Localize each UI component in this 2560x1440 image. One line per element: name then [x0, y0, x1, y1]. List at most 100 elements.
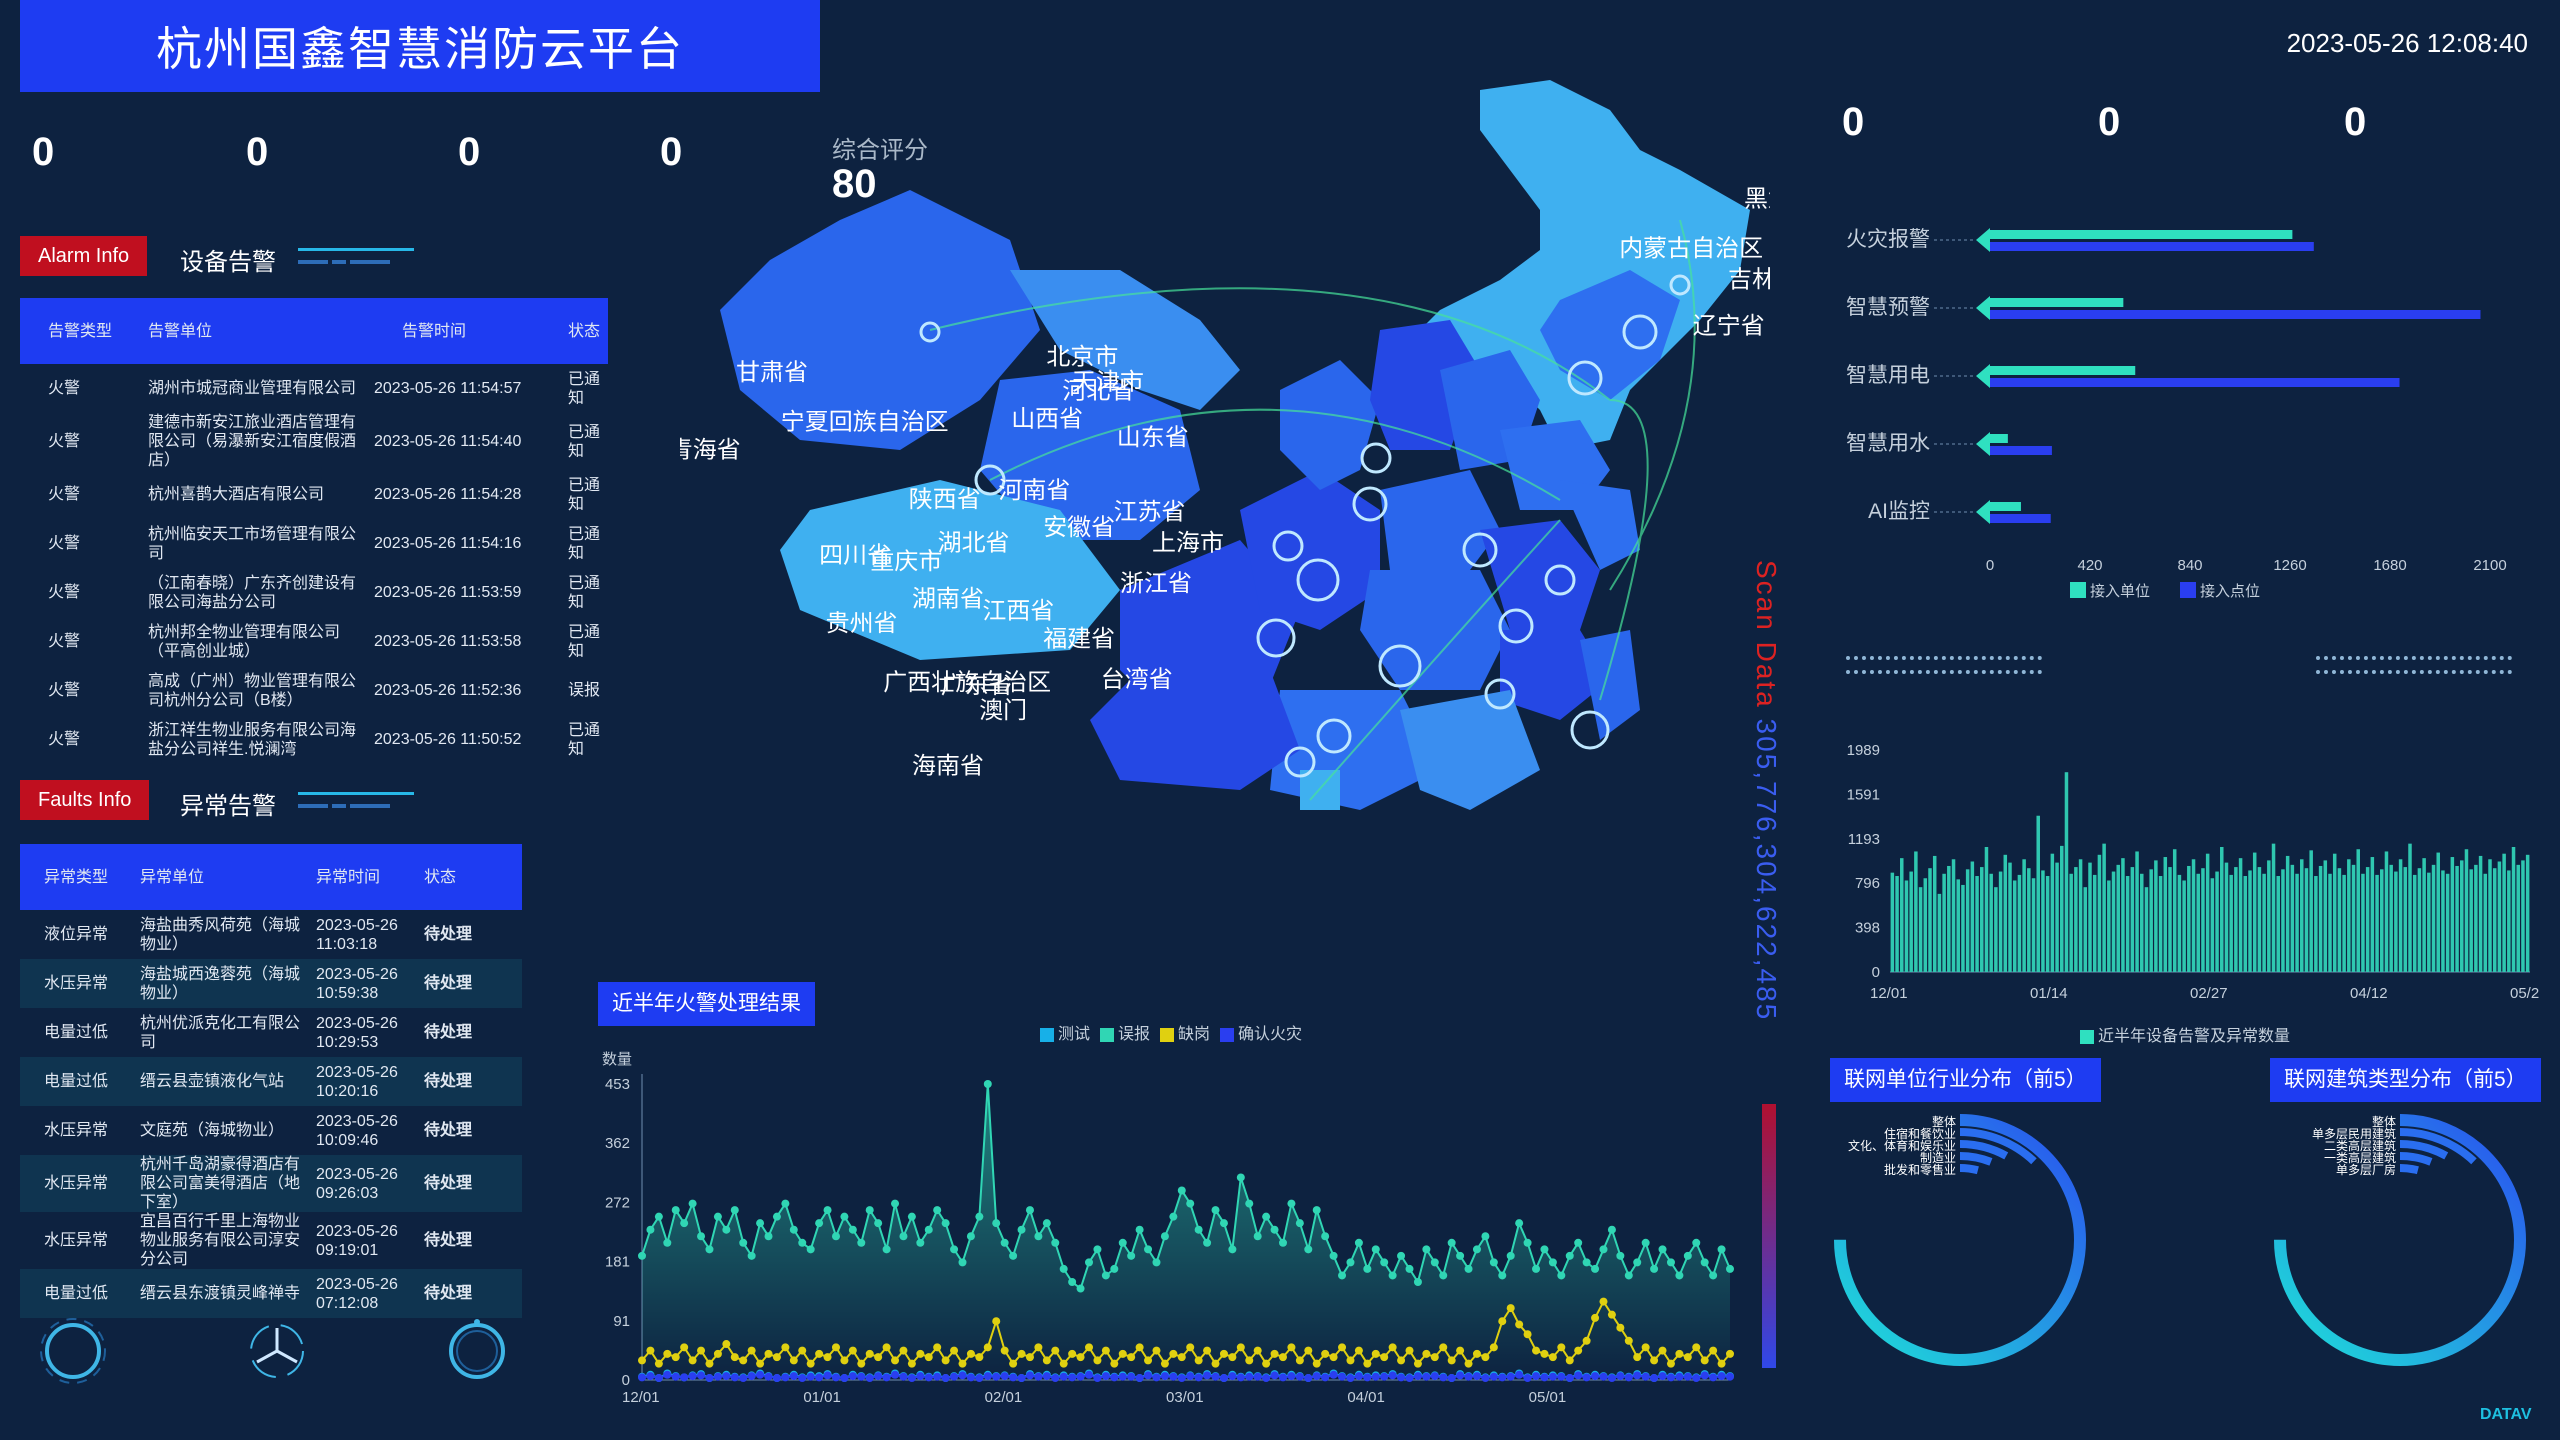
line-point	[1565, 1251, 1574, 1260]
fault-row[interactable]: 水压异常 杭州千岛湖豪得酒店有限公司富美得酒店（地下室） 2023-05-26 09…	[20, 1155, 522, 1212]
alarm-row[interactable]: 火警 杭州临安天工市场管理有限公司 2023-05-26 11:54:16 已通知	[20, 519, 608, 568]
line-point	[1675, 1372, 1684, 1381]
alarm-row[interactable]: 火警 建德市新安江旅业酒店管理有限公司（易瀑新安江宿度假酒店） 2023-05-26…	[20, 413, 608, 470]
fault-cell-unit: 缙云县壶镇液化气站	[132, 1057, 308, 1106]
line-point	[933, 1343, 942, 1352]
col-fault-type: 异常类型	[44, 868, 109, 886]
line-point	[1582, 1373, 1591, 1382]
line-point	[646, 1372, 655, 1381]
fault-row[interactable]: 电量过低 缙云县壶镇液化气站 2023-05-26 10:20:16 待处理	[20, 1057, 522, 1106]
ring-icon[interactable]	[442, 1316, 512, 1386]
province-label: 安徽省	[1043, 514, 1115, 541]
line-point	[663, 1370, 672, 1379]
fault-row[interactable]: 水压异常 海盐城西逸蓉苑（海城物业） 2023-05-26 10:59:38 待处理	[20, 959, 522, 1008]
fault-row[interactable]: 水压异常 宜昌百行千里上海物业物业服务有限公司淳安分公司 2023-05-26 09…	[20, 1212, 522, 1269]
line-point	[1481, 1232, 1490, 1241]
line-point	[1042, 1356, 1051, 1365]
line-point	[697, 1232, 706, 1241]
vbar-bar	[2092, 874, 2097, 972]
line-point	[764, 1372, 773, 1381]
line-point	[1203, 1238, 1212, 1247]
alarm-row[interactable]: 火警 杭州喜鹊大酒店有限公司 2023-05-26 11:54:28 已通知	[20, 470, 608, 519]
line-point	[680, 1343, 689, 1352]
line-point	[1287, 1199, 1296, 1208]
line-point	[1582, 1258, 1591, 1267]
alarm-row[interactable]: 火警 （江南春晓）广东齐创建设有限公司海盐分公司 2023-05-26 11:53:…	[20, 568, 608, 617]
line-point	[1726, 1264, 1734, 1273]
line-point	[1034, 1343, 1043, 1352]
alarm-row[interactable]: 火警 高成（广州）物业管理有限公司杭州分公司（B楼） 2023-05-26 11:5…	[20, 666, 608, 715]
line-point	[1059, 1372, 1068, 1381]
line-point	[1135, 1374, 1144, 1383]
line-point	[1439, 1343, 1448, 1352]
vbar-bar	[2135, 851, 2139, 972]
line-point	[1565, 1374, 1574, 1383]
vbar-bar	[2332, 853, 2337, 972]
line-point	[865, 1349, 874, 1358]
fan-icon[interactable]	[242, 1316, 312, 1386]
line-point	[1042, 1372, 1051, 1381]
province-label: 青海省	[680, 437, 741, 464]
alarm-row[interactable]: 火警 湖州市城冠商业管理有限公司 2023-05-26 11:54:57 已通知	[20, 364, 608, 413]
line-point	[1641, 1238, 1650, 1247]
line-point	[688, 1372, 697, 1381]
hbar-marker	[1976, 228, 1990, 252]
line-point	[1405, 1374, 1414, 1383]
vbar-ytick: 796	[1855, 875, 1880, 892]
alarm-row[interactable]: 火警 浙江祥生物业服务有限公司海盐分公司祥生.悦澜湾 2023-05-26 11:5…	[20, 715, 608, 764]
heat-scale	[1762, 1104, 1776, 1368]
vbar-bar	[2295, 873, 2299, 972]
fault-row[interactable]: 电量过低 缙云县东渡镇灵峰禅寺 2023-05-26 07:12:08 待处理	[20, 1269, 522, 1318]
line-point	[1169, 1212, 1178, 1221]
line-point	[1228, 1372, 1237, 1381]
line-point	[1321, 1373, 1330, 1382]
line-point	[722, 1372, 731, 1381]
vbar-bar	[2375, 874, 2379, 972]
vbar-bar	[1961, 884, 1965, 972]
province-label: 宁夏回族自治区	[781, 409, 949, 436]
line-point	[983, 1343, 992, 1352]
line-point	[1413, 1277, 1422, 1286]
alarm-tag[interactable]: Alarm Info	[20, 236, 148, 276]
line-point	[1548, 1353, 1557, 1362]
vbar-bar	[2111, 871, 2116, 972]
fault-cell-time: 2023-05-26 10:20:16	[308, 1057, 416, 1106]
vbar-bar	[2403, 867, 2408, 972]
vbar-bar	[2445, 873, 2450, 972]
kpi-6: 0	[2098, 100, 2121, 144]
vbar-bar	[2252, 852, 2257, 972]
line-point	[1118, 1238, 1127, 1247]
vbar-bar	[2036, 815, 2040, 972]
dial-icon[interactable]	[38, 1316, 108, 1386]
line-point	[1557, 1343, 1566, 1352]
line-point	[730, 1353, 739, 1362]
fault-row[interactable]: 水压异常 文庭苑（海城物业） 2023-05-26 10:09:46 待处理	[20, 1106, 522, 1155]
fault-row[interactable]: 电量过低 杭州优派克化工有限公司 2023-05-26 10:29:53 待处理	[20, 1008, 522, 1057]
line-point	[1321, 1232, 1330, 1241]
line-point	[1135, 1343, 1144, 1352]
alarm-row[interactable]: 火警 杭州邦全物业管理有限公司（平高创业城） 2023-05-26 11:53:58…	[20, 617, 608, 666]
alarm-cell-time: 2023-05-26 11:54:40	[374, 433, 522, 450]
fault-cell-unit: 海盐曲秀风荷苑（海城物业）	[140, 916, 301, 953]
line-point	[992, 1372, 1001, 1381]
line-point	[1076, 1353, 1085, 1362]
line-point	[713, 1372, 722, 1381]
fault-row[interactable]: 液位异常 海盐曲秀风荷苑（海城物业） 2023-05-26 11:03:18 待处理	[20, 910, 522, 959]
alarm-cell-time: 2023-05-26 11:54:16	[374, 535, 522, 552]
line-point	[899, 1372, 908, 1381]
line-point	[1346, 1374, 1355, 1383]
line-point	[1025, 1353, 1034, 1362]
province-label: 重庆市	[870, 548, 942, 575]
vbar-bar	[2271, 843, 2276, 972]
vbar-bar	[1956, 879, 1960, 972]
line-point	[1321, 1349, 1330, 1358]
line-ytick: 362	[605, 1135, 630, 1152]
vbar-bar	[2356, 849, 2360, 972]
line-point	[1245, 1356, 1254, 1365]
china-map[interactable]: 黑龙江省吉林省辽宁省内蒙古自治区新疆维吾尔自治区甘肃省青海省西藏自治区四川省宁夏…	[680, 70, 1770, 910]
hbar-category-label: 智慧预警	[1846, 296, 1930, 319]
fault-tag[interactable]: Faults Info	[20, 780, 150, 820]
vbar-bar	[2521, 860, 2525, 972]
alarm-cell-status: 已通知	[568, 423, 601, 460]
